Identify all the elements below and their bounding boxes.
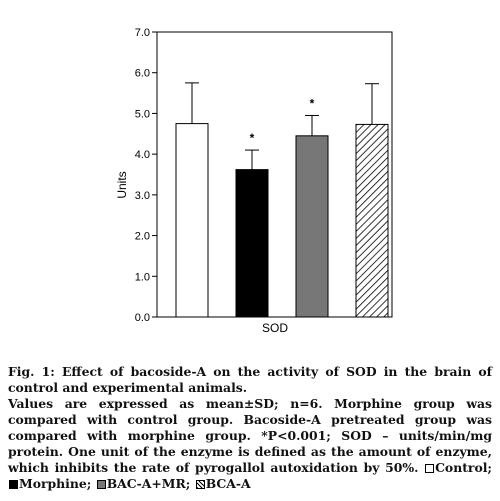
y-tick-label: 2.0 xyxy=(135,231,150,243)
legend-morphine: Morphine; xyxy=(19,476,92,491)
caption-title: Fig. 1: Effect of bacoside-A on the acti… xyxy=(8,364,492,395)
significance-marker: * xyxy=(310,96,315,110)
morphine-swatch-icon xyxy=(9,480,18,489)
bar-morphine xyxy=(235,169,269,318)
caption-note-text: Values are expressed as mean±SD; n=6. Mo… xyxy=(8,396,492,475)
bar-bca-a xyxy=(355,123,389,318)
y-tick-label: 3.0 xyxy=(135,190,150,202)
control-swatch-icon xyxy=(425,464,435,473)
x-axis-label: SOD xyxy=(262,321,288,335)
y-tick-label: 5.0 xyxy=(135,108,150,120)
y-tick-label: 6.0 xyxy=(135,68,150,80)
y-tick-label: 0.0 xyxy=(135,312,150,324)
legend-bca: BCA-A xyxy=(205,476,251,491)
legend-bacmr: BAC-A+MR; xyxy=(106,476,191,491)
bacmr-swatch-icon xyxy=(96,480,106,489)
chart-bars: ** xyxy=(175,82,389,318)
y-tick-label: 1.0 xyxy=(135,271,150,283)
y-tick-label: 7.0 xyxy=(135,27,150,39)
plot-frame xyxy=(156,31,393,318)
caption-note: Values are expressed as mean±SD; n=6. Mo… xyxy=(8,396,492,492)
sod-bar-chart: 0.01.02.03.04.05.06.07.0 ** Units SOD xyxy=(115,27,393,335)
figure-caption: Fig. 1: Effect of bacoside-A on the acti… xyxy=(8,364,492,492)
chart-axes: 0.0 1.0 2.0 3.0 4.0 5.0 6.0 7.0 xyxy=(135,27,393,324)
bar-bac-a-mr xyxy=(295,135,329,318)
y-axis-label: Units xyxy=(115,171,129,198)
bca-swatch-icon xyxy=(195,480,205,489)
legend-control: Control; xyxy=(435,460,492,475)
bar-control xyxy=(175,123,209,318)
significance-marker: * xyxy=(250,131,255,145)
y-tick-label: 4.0 xyxy=(135,149,150,161)
